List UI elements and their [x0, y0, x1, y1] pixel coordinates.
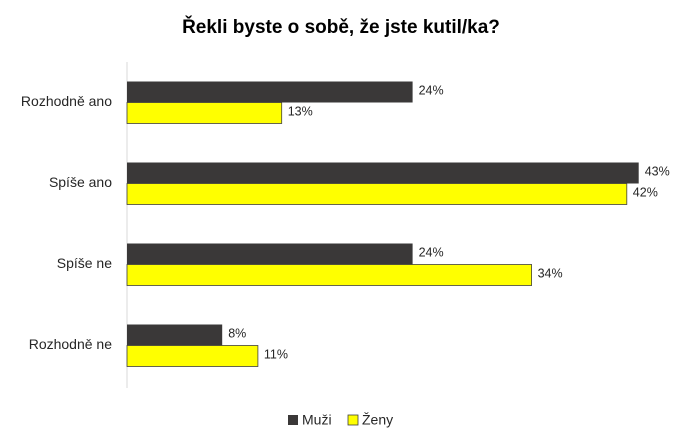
category-label: Rozhodně ano: [21, 93, 112, 109]
value-label: 24%: [419, 83, 444, 97]
bar: [126, 102, 283, 124]
bar: [126, 264, 533, 286]
bar: [127, 243, 413, 265]
legend-swatch: [347, 414, 359, 426]
legend-label: Ženy: [362, 412, 393, 428]
category-label: Spíše ano: [49, 174, 112, 190]
value-label: 13%: [288, 104, 313, 118]
bar: [126, 345, 259, 367]
value-label: 24%: [419, 245, 444, 259]
legend-swatch: [288, 415, 298, 425]
chart-title: Řekli byste o sobě, že jste kutil/ka?: [182, 16, 500, 38]
category-label: Spíše ne: [57, 255, 112, 271]
category-label: Rozhodně ne: [29, 336, 113, 352]
value-label: 34%: [538, 266, 563, 280]
bar: [127, 81, 413, 103]
value-label: 42%: [633, 185, 658, 199]
bar: [127, 324, 223, 346]
legend-label: Muži: [302, 412, 332, 428]
value-label: 43%: [645, 164, 670, 178]
value-label: 11%: [264, 347, 288, 361]
bar: [126, 183, 628, 205]
value-label: 8%: [228, 326, 246, 340]
bar: [127, 162, 639, 184]
